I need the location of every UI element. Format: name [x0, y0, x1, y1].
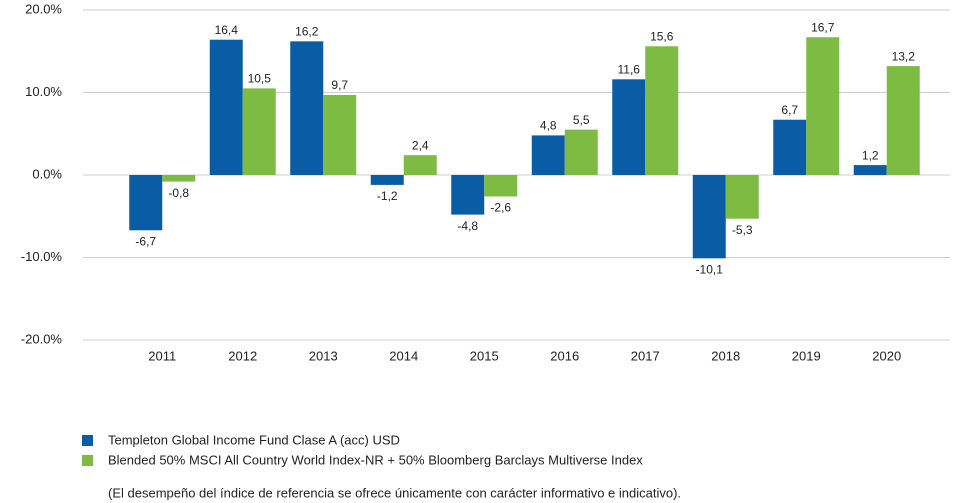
bar — [323, 94, 357, 175]
bar — [692, 175, 726, 259]
bar — [162, 175, 196, 182]
bar — [209, 39, 243, 176]
bar — [806, 37, 840, 175]
value-label: -2,6 — [490, 201, 511, 215]
bar — [290, 41, 324, 175]
bar — [612, 79, 646, 175]
legend-label: Templeton Global Income Fund Clase A (ac… — [108, 432, 400, 447]
x-tick-label: 2020 — [872, 348, 901, 363]
value-label: 15,6 — [650, 29, 674, 43]
value-label: 1,2 — [862, 148, 879, 162]
legend-label: Blended 50% MSCI All Country World Index… — [108, 452, 643, 467]
value-label: 5,5 — [573, 113, 590, 127]
x-tick-label: 2013 — [309, 348, 338, 363]
value-label: 11,6 — [618, 62, 641, 76]
value-label: 10,5 — [248, 72, 272, 86]
bar — [129, 175, 163, 231]
value-label: 16,7 — [811, 20, 835, 34]
x-tick-label: 2016 — [550, 348, 579, 363]
bar — [451, 175, 485, 215]
x-tick-label: 2019 — [792, 348, 821, 363]
value-label: -10,1 — [696, 262, 724, 276]
bar — [370, 175, 404, 185]
value-label: 6,7 — [781, 103, 798, 117]
y-tick-label: -10.0% — [21, 249, 63, 264]
note: (El desempeño del índice de referencia s… — [108, 485, 681, 500]
x-tick-label: 2014 — [389, 348, 418, 363]
legend-swatch — [82, 435, 93, 446]
value-label: 16,2 — [295, 25, 319, 39]
bar — [886, 66, 920, 175]
bar — [484, 175, 518, 197]
value-label: -4,8 — [457, 219, 478, 233]
y-tick-label: 10.0% — [25, 84, 62, 99]
value-label: -1,2 — [377, 189, 398, 203]
value-label: -6,7 — [135, 234, 156, 248]
y-tick-label: -20.0% — [21, 331, 63, 346]
bar — [853, 165, 887, 175]
value-label: 16,4 — [215, 23, 239, 37]
bar — [645, 46, 679, 175]
x-tick-label: 2017 — [631, 348, 660, 363]
bar — [564, 129, 598, 175]
legend-swatch — [82, 455, 93, 466]
y-tick-label: 0.0% — [32, 166, 62, 181]
x-tick-label: 2015 — [470, 348, 499, 363]
bar — [531, 135, 565, 175]
x-tick-label: 2011 — [148, 348, 176, 363]
x-tick-label: 2012 — [228, 348, 257, 363]
y-tick-label: 20.0% — [25, 1, 62, 16]
x-tick-label: 2018 — [711, 348, 740, 363]
value-label: -5,3 — [732, 223, 753, 237]
value-label: 9,7 — [331, 78, 348, 92]
bar — [403, 155, 437, 175]
bar — [725, 175, 759, 219]
value-label: 4,8 — [540, 119, 557, 133]
bar — [242, 88, 276, 175]
value-label: -0,8 — [168, 186, 189, 200]
bar — [773, 119, 807, 175]
value-label: 13,2 — [892, 49, 916, 63]
value-label: 2,4 — [412, 138, 429, 152]
